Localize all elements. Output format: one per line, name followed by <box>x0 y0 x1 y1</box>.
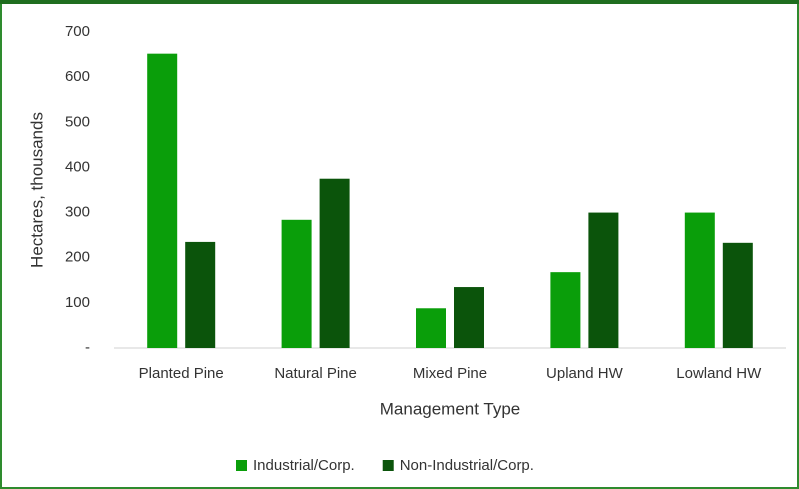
bar <box>185 241 216 348</box>
legend-label: Non-Industrial/Corp. <box>400 457 534 474</box>
y-tick-label: 500 <box>65 113 90 130</box>
bar <box>588 212 619 348</box>
y-tick-label: 200 <box>65 249 90 266</box>
y-tick-label: - <box>85 339 90 356</box>
x-tick-label: Natural Pine <box>274 365 357 382</box>
y-tick-label: 600 <box>65 68 90 85</box>
y-axis-title: Hectares, thousands <box>27 112 46 268</box>
x-tick-label: Mixed Pine <box>413 365 487 382</box>
x-tick-label: Planted Pine <box>139 365 224 382</box>
bar <box>147 53 178 348</box>
y-tick-label: 100 <box>65 294 90 311</box>
bar <box>416 308 446 348</box>
bar <box>281 219 312 348</box>
bar <box>454 287 484 348</box>
x-axis-title: Management Type <box>380 399 521 418</box>
bar <box>684 212 715 348</box>
bar <box>319 178 350 348</box>
x-tick-label: Lowland HW <box>676 365 762 382</box>
y-tick-label: 300 <box>65 204 90 221</box>
bar <box>722 242 753 348</box>
legend-label: Industrial/Corp. <box>253 457 355 474</box>
y-tick-label: 700 <box>65 23 90 40</box>
bar <box>550 272 581 348</box>
legend-swatch <box>236 460 247 471</box>
y-tick-label: 400 <box>65 158 90 175</box>
legend-swatch <box>382 460 394 471</box>
x-tick-label: Upland HW <box>546 365 624 382</box>
frame-top <box>0 0 799 4</box>
